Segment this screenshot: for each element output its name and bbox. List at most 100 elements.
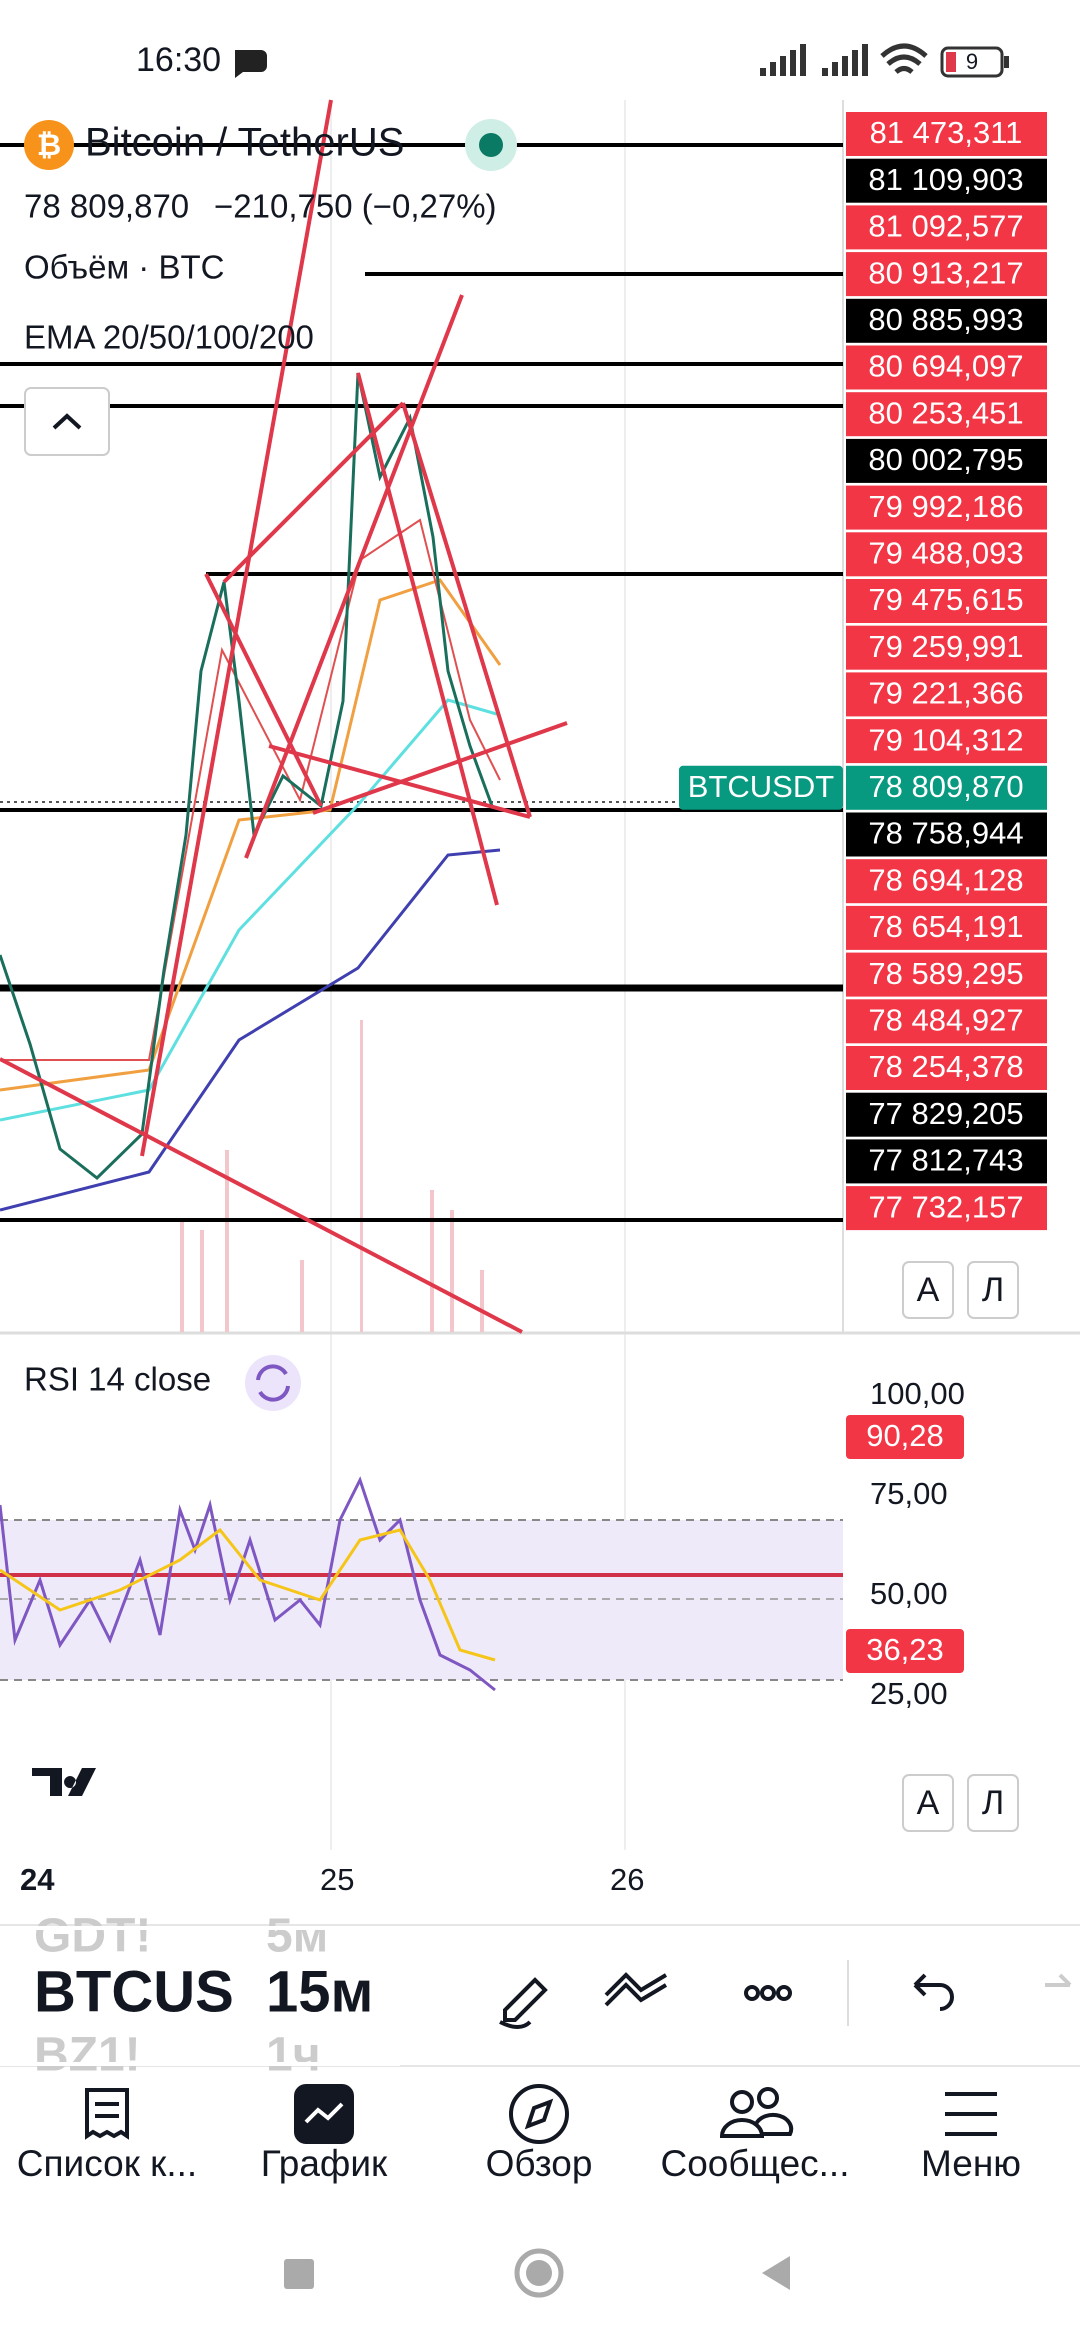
ema-200 — [0, 848, 501, 1212]
picker-interval: 5м — [266, 1910, 328, 1963]
price-label-box — [846, 859, 1047, 904]
rsi-axis-label: 100,00 — [870, 1376, 965, 1411]
price-label: 77 829,205 — [868, 1096, 1023, 1131]
picker-mask-top — [0, 1926, 400, 1930]
price-label: 79 488,093 — [868, 535, 1023, 570]
rsi-axis-label: 25,00 — [870, 1676, 948, 1711]
rsi-title[interactable]: RSI 14 close — [24, 1361, 211, 1398]
nav-label[interactable]: Обзор — [486, 2143, 593, 2184]
price-label-box — [846, 765, 1047, 810]
nav-label[interactable]: График — [261, 2143, 388, 2184]
price-label: 77 812,743 — [868, 1143, 1023, 1178]
price-label-box — [846, 579, 1047, 623]
price-label-box — [846, 672, 1047, 717]
price-label: 81 109,903 — [868, 162, 1023, 197]
log-scale-text: Л — [982, 1271, 1004, 1309]
header-price: 78 809,870 — [24, 188, 189, 225]
recents-button[interactable] — [284, 2259, 314, 2289]
rsi-sync-icon — [256, 1364, 290, 1402]
auto-scale-button[interactable] — [902, 1261, 954, 1319]
log-scale-text: Л — [982, 1784, 1004, 1822]
volume-label[interactable]: Объём · BTC — [24, 249, 224, 286]
draw-tool[interactable] — [499, 1977, 548, 2029]
price-label: 78 758,944 — [868, 816, 1023, 851]
symbol-title[interactable]: Bitcoin / TetherUS — [85, 121, 404, 165]
price-label-box — [846, 1186, 1047, 1231]
price-label: 80 002,795 — [868, 442, 1023, 477]
rsi-marker: 36,23 — [866, 1632, 944, 1667]
picker-symbol[interactable]: BTCUS — [34, 1959, 234, 2024]
price-label-box — [846, 112, 1047, 156]
back-button[interactable] — [762, 2256, 790, 2290]
price-label: 79 992,186 — [868, 489, 1023, 524]
picker-symbol: BZ1! — [34, 2029, 141, 2082]
redo-button[interactable] — [1045, 1973, 1072, 1987]
battery-text: 9 — [966, 49, 978, 74]
price-label-box — [846, 205, 1047, 250]
log-scale-button[interactable] — [967, 1774, 1019, 1832]
battery-tip — [1004, 56, 1009, 68]
tradingview-logo — [32, 1768, 96, 1796]
price-label-box — [846, 485, 1047, 530]
collapse-icon — [52, 413, 82, 430]
price-label: 81 092,577 — [868, 209, 1023, 244]
battery-level — [946, 52, 956, 72]
collapse-button[interactable] — [24, 387, 110, 456]
x-axis-label: 24 — [20, 1862, 55, 1897]
price-label-box — [846, 812, 1047, 857]
price-label-box — [846, 952, 1047, 997]
price-label-box — [846, 252, 1047, 297]
price-label-box — [846, 1092, 1047, 1137]
price-label: 78 654,191 — [868, 909, 1023, 944]
price-label-box — [846, 438, 1047, 483]
indicators-tool[interactable] — [604, 1972, 668, 2007]
rsi-axis-label: 50,00 — [870, 1576, 948, 1611]
home-button[interactable] — [514, 2248, 564, 2298]
ema-50 — [0, 578, 502, 1092]
battery — [940, 46, 1004, 78]
picker-interval[interactable]: 15м — [266, 1959, 373, 2024]
price-label: 78 254,378 — [868, 1049, 1023, 1084]
nav-label[interactable]: Сообщес... — [660, 2143, 849, 2184]
price-label: 81 473,311 — [870, 115, 1023, 150]
wifi-icon — [880, 43, 928, 74]
signal-icons — [760, 44, 868, 76]
price-label-box — [846, 1139, 1047, 1184]
nav-label[interactable]: Меню — [921, 2143, 1021, 2184]
price-label-box — [846, 1046, 1047, 1090]
rsi-marker-box — [846, 1629, 964, 1673]
price-label: 78 589,295 — [868, 956, 1023, 991]
bitcoin-logo — [24, 120, 74, 170]
price-label: 80 913,217 — [868, 255, 1023, 290]
price-label: 80 253,451 — [868, 395, 1023, 430]
picker-interval: 1ч — [266, 2029, 321, 2082]
symbol-label: BTCUSDT — [688, 769, 834, 804]
picker-symbol: GDT! — [34, 1910, 151, 1963]
nav-label[interactable]: Список к... — [17, 2143, 197, 2184]
auto-scale-button[interactable] — [902, 1774, 954, 1832]
ema-label[interactable]: EMA 20/50/100/200 — [24, 319, 314, 356]
rsi-sync-button[interactable] — [245, 1355, 301, 1411]
price-label: 77 732,157 — [868, 1189, 1023, 1224]
price-label: 79 259,991 — [868, 629, 1023, 664]
price-label: 79 221,366 — [868, 676, 1023, 711]
bitcoin-logo-glyph: ₿ — [37, 129, 61, 162]
price-label: 78 484,927 — [868, 1002, 1023, 1037]
price-label: 79 475,615 — [868, 582, 1023, 617]
price-label-box — [846, 392, 1047, 437]
price-label: 78 809,870 — [868, 769, 1023, 804]
symbol-label-box — [679, 765, 843, 810]
price-label-box — [846, 905, 1047, 950]
price-label: 80 885,993 — [868, 302, 1023, 337]
more-tool[interactable] — [744, 1985, 792, 2001]
log-scale-button[interactable] — [967, 1261, 1019, 1319]
price-label-box — [846, 625, 1047, 670]
picker-mask-bottom — [0, 2062, 400, 2066]
auto-scale-text: А — [917, 1784, 940, 1822]
undo-button[interactable] — [913, 1973, 954, 2011]
trend-lines — [0, 99, 568, 1334]
price-label-box — [846, 532, 1047, 577]
auto-scale-text: А — [917, 1271, 940, 1309]
